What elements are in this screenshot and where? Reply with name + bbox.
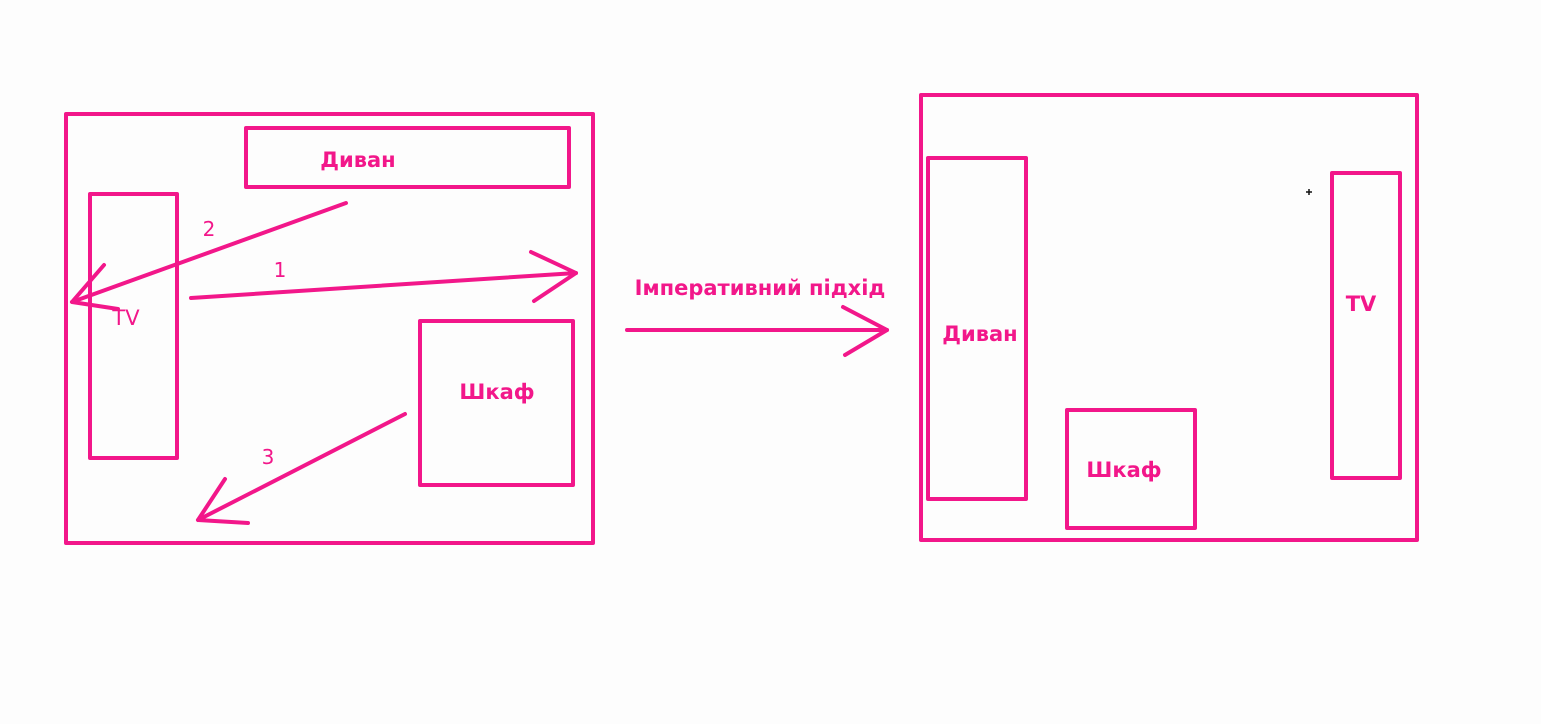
- room-before-outline: [64, 112, 595, 545]
- tv-after-label: TV: [1346, 292, 1377, 316]
- wardrobe-before-label: Шкаф: [459, 380, 534, 404]
- transition-arrow: Імперативний підхід: [625, 276, 889, 357]
- room-after-outline: [919, 93, 1419, 542]
- step-number-1: 1: [274, 258, 287, 282]
- room-before: Диван TV Шкаф 1 2 3: [64, 112, 595, 545]
- move-arrow-2: 2: [70, 201, 348, 311]
- transition-label: Імперативний підхід: [635, 276, 886, 300]
- move-arrow-1: 1: [189, 250, 578, 303]
- step-number-3: 3: [262, 445, 275, 469]
- room-after: Диван TV Шкаф: [919, 93, 1419, 542]
- wardrobe-after-label: Шкаф: [1086, 458, 1161, 482]
- sofa-after-box: [926, 156, 1028, 501]
- wardrobe-before-box: [418, 319, 575, 487]
- tv-after-box: [1330, 171, 1402, 480]
- move-arrow-3: 3: [196, 412, 407, 525]
- sofa-after-label: Диван: [942, 322, 1017, 346]
- wardrobe-after-box: [1065, 408, 1197, 530]
- sofa-before-box: [244, 126, 571, 189]
- step-number-2: 2: [203, 217, 216, 241]
- crosshair-cursor-icon: [1306, 189, 1312, 195]
- sofa-before-label: Диван: [320, 148, 395, 172]
- tv-before-box: [88, 192, 179, 460]
